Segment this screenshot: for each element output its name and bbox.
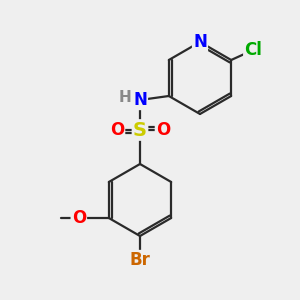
- Text: S: S: [133, 121, 147, 140]
- Text: O: O: [156, 121, 170, 139]
- Text: H: H: [118, 91, 131, 106]
- Text: Br: Br: [130, 251, 150, 269]
- Text: N: N: [133, 91, 147, 109]
- Text: O: O: [110, 121, 124, 139]
- Text: Cl: Cl: [244, 41, 262, 59]
- Text: N: N: [193, 33, 207, 51]
- Text: O: O: [72, 209, 86, 227]
